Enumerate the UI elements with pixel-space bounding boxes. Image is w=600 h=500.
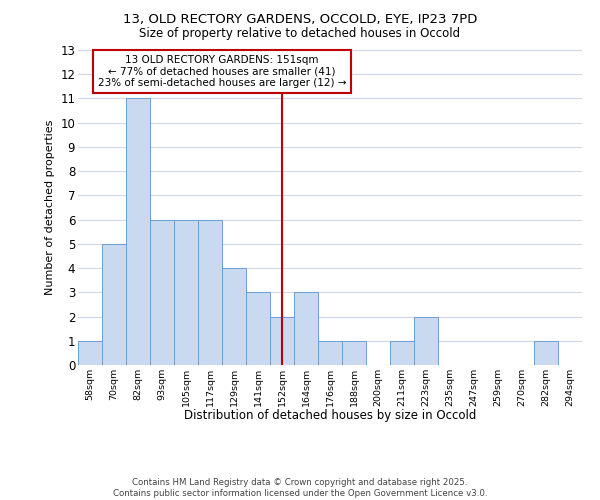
Bar (342, 341, 366, 365)
Bar (270, 316, 294, 365)
Y-axis label: Number of detached properties: Number of detached properties (44, 120, 55, 295)
Bar (414, 316, 438, 365)
Text: 13 OLD RECTORY GARDENS: 151sqm
← 77% of detached houses are smaller (41)
23% of : 13 OLD RECTORY GARDENS: 151sqm ← 77% of … (98, 55, 346, 88)
Bar (126, 98, 150, 365)
Text: Contains HM Land Registry data © Crown copyright and database right 2025.
Contai: Contains HM Land Registry data © Crown c… (113, 478, 487, 498)
Bar (246, 292, 270, 365)
X-axis label: Distribution of detached houses by size in Occold: Distribution of detached houses by size … (184, 409, 476, 422)
Text: Size of property relative to detached houses in Occold: Size of property relative to detached ho… (139, 28, 461, 40)
Bar (150, 220, 174, 365)
Bar (534, 341, 558, 365)
Bar (174, 220, 198, 365)
Bar (222, 268, 246, 365)
Bar (294, 292, 318, 365)
Bar (318, 341, 342, 365)
Bar (78, 341, 102, 365)
Bar (102, 244, 126, 365)
Bar (198, 220, 222, 365)
Bar (390, 341, 414, 365)
Text: 13, OLD RECTORY GARDENS, OCCOLD, EYE, IP23 7PD: 13, OLD RECTORY GARDENS, OCCOLD, EYE, IP… (123, 12, 477, 26)
